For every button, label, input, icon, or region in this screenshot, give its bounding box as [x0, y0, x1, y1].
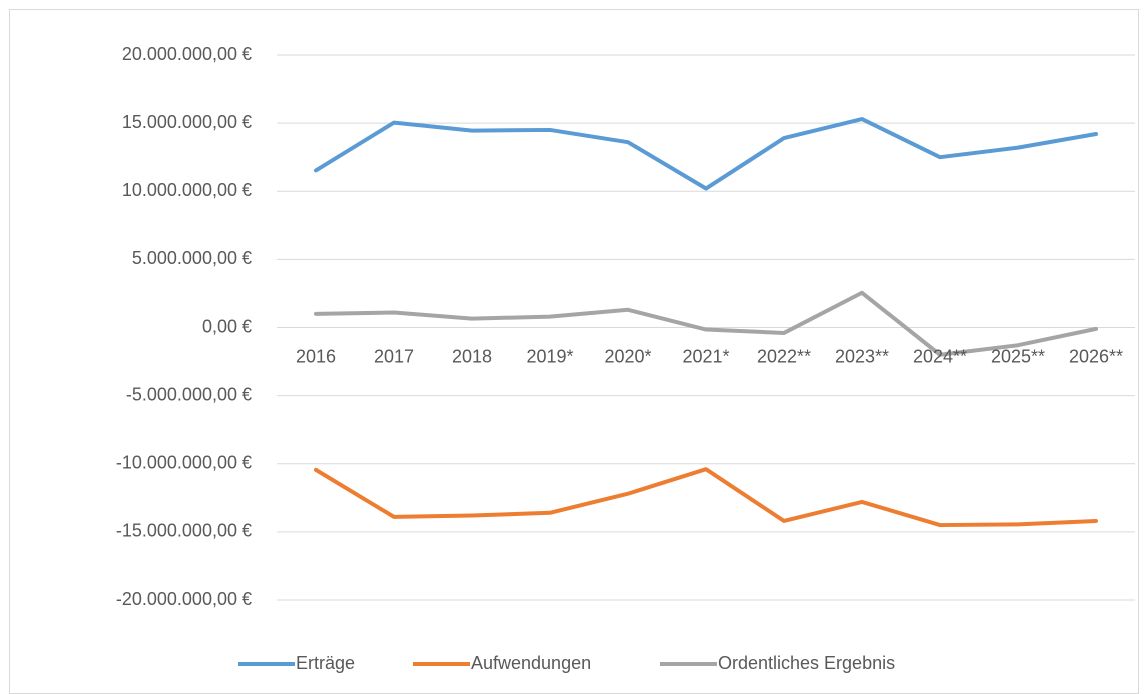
series-line — [314, 467, 1098, 528]
x-tick-label: 2025** — [991, 346, 1045, 366]
x-tick-label: 2026** — [1069, 346, 1123, 366]
x-tick-label: 2018 — [452, 346, 492, 366]
x-tick-label: 2020* — [604, 346, 651, 366]
x-tick-label: 2016 — [296, 346, 336, 366]
x-tick-label: 2022** — [757, 346, 811, 366]
x-tick-label: 2023** — [835, 346, 889, 366]
y-tick-label: -15.000.000,00 € — [116, 521, 252, 541]
y-tick-label: -20.000.000,00 € — [116, 589, 252, 609]
y-tick-label: 15.000.000,00 € — [122, 112, 252, 132]
y-tick-label: 5.000.000,00 € — [132, 248, 252, 268]
legend-label: Erträge — [296, 653, 355, 673]
y-tick-label: 20.000.000,00 € — [122, 44, 252, 64]
series-line — [314, 117, 1098, 191]
x-tick-label: 2019* — [526, 346, 573, 366]
x-tick-label: 2021* — [682, 346, 729, 366]
y-tick-label: 10.000.000,00 € — [122, 180, 252, 200]
legend-label: Aufwendungen — [471, 653, 591, 673]
y-tick-label: -10.000.000,00 € — [116, 453, 252, 473]
x-tick-label: 2024** — [913, 346, 967, 366]
x-tick-label: 2017 — [374, 346, 414, 366]
legend-label: Ordentliches Ergebnis — [718, 653, 895, 673]
y-tick-label: 0,00 € — [202, 316, 252, 336]
series-line — [314, 290, 1098, 357]
y-tick-label: -5.000.000,00 € — [126, 384, 252, 404]
